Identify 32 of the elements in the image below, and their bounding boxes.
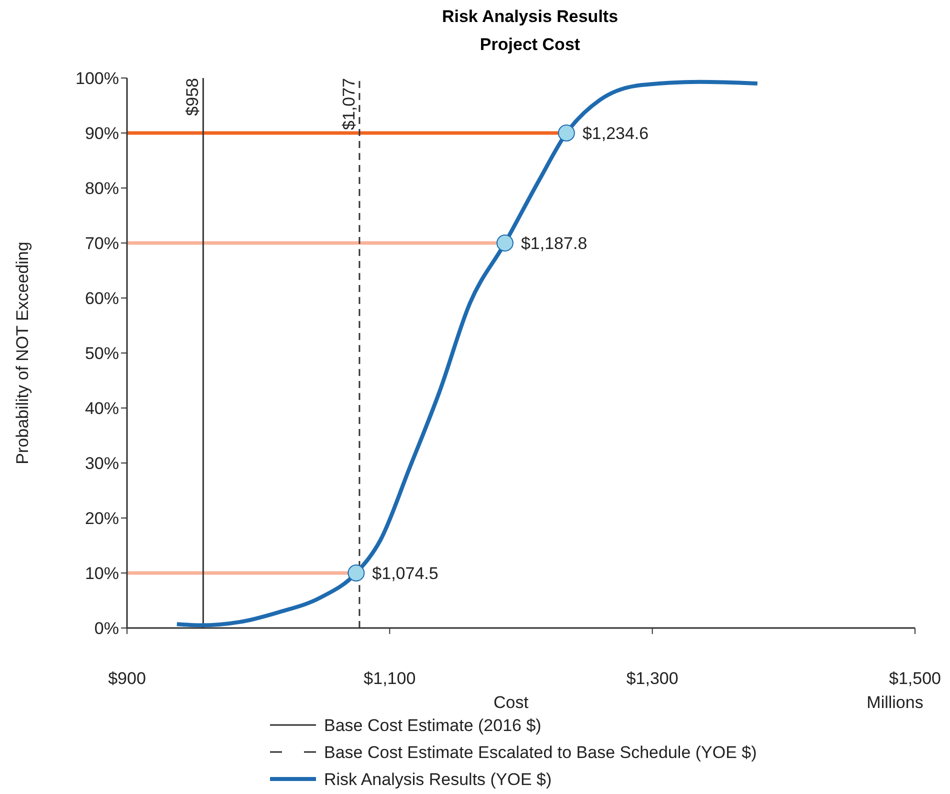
point (496, 234, 514, 252)
legend-label: Base Cost Estimate Escalated to Base Schedule (YOE $) (324, 742, 757, 762)
annotation: $1,234.6 (582, 124, 649, 143)
annotation: $1,187.8 (520, 234, 588, 253)
y-tick-label: 0% (94, 618, 119, 638)
annotation: $958 (183, 78, 202, 116)
annotation: $1,077 (339, 78, 358, 130)
text: Millions (866, 693, 924, 712)
legend-label: Base Cost Estimate (2016 $) (324, 716, 542, 735)
x-tick-label: $1,300 (626, 669, 678, 688)
y-tick-label: 50% (84, 344, 119, 363)
x-axis-title: Cost (494, 693, 529, 712)
y-tick-label: 70% (84, 234, 119, 253)
x-tick-label: $1,100 (364, 669, 416, 688)
chart-title: Risk Analysis Results (442, 7, 618, 26)
y-tick-label: 10% (84, 564, 119, 583)
y-tick-label: 20% (84, 508, 119, 528)
y-tick-label: 30% (84, 454, 119, 473)
chart-subtitle: Project Cost (480, 35, 580, 54)
x-tick-label: $900 (108, 669, 146, 688)
line-series (174, 80, 760, 628)
y-tick-label: 100% (76, 68, 119, 88)
y-tick-label: 40% (84, 398, 119, 418)
annotation: $1,074.5 (372, 564, 438, 583)
y-axis-title: Probability of NOT Exceeding (13, 242, 32, 464)
y-tick-label: 60% (84, 288, 119, 308)
point (558, 124, 575, 142)
y-tick-label: 90% (84, 124, 119, 143)
x-tick-label: $1,500 (889, 669, 941, 688)
point (348, 564, 365, 582)
y-tick-label: 80% (84, 178, 119, 198)
legend-label: Risk Analysis Results (YOE $) (324, 770, 552, 789)
